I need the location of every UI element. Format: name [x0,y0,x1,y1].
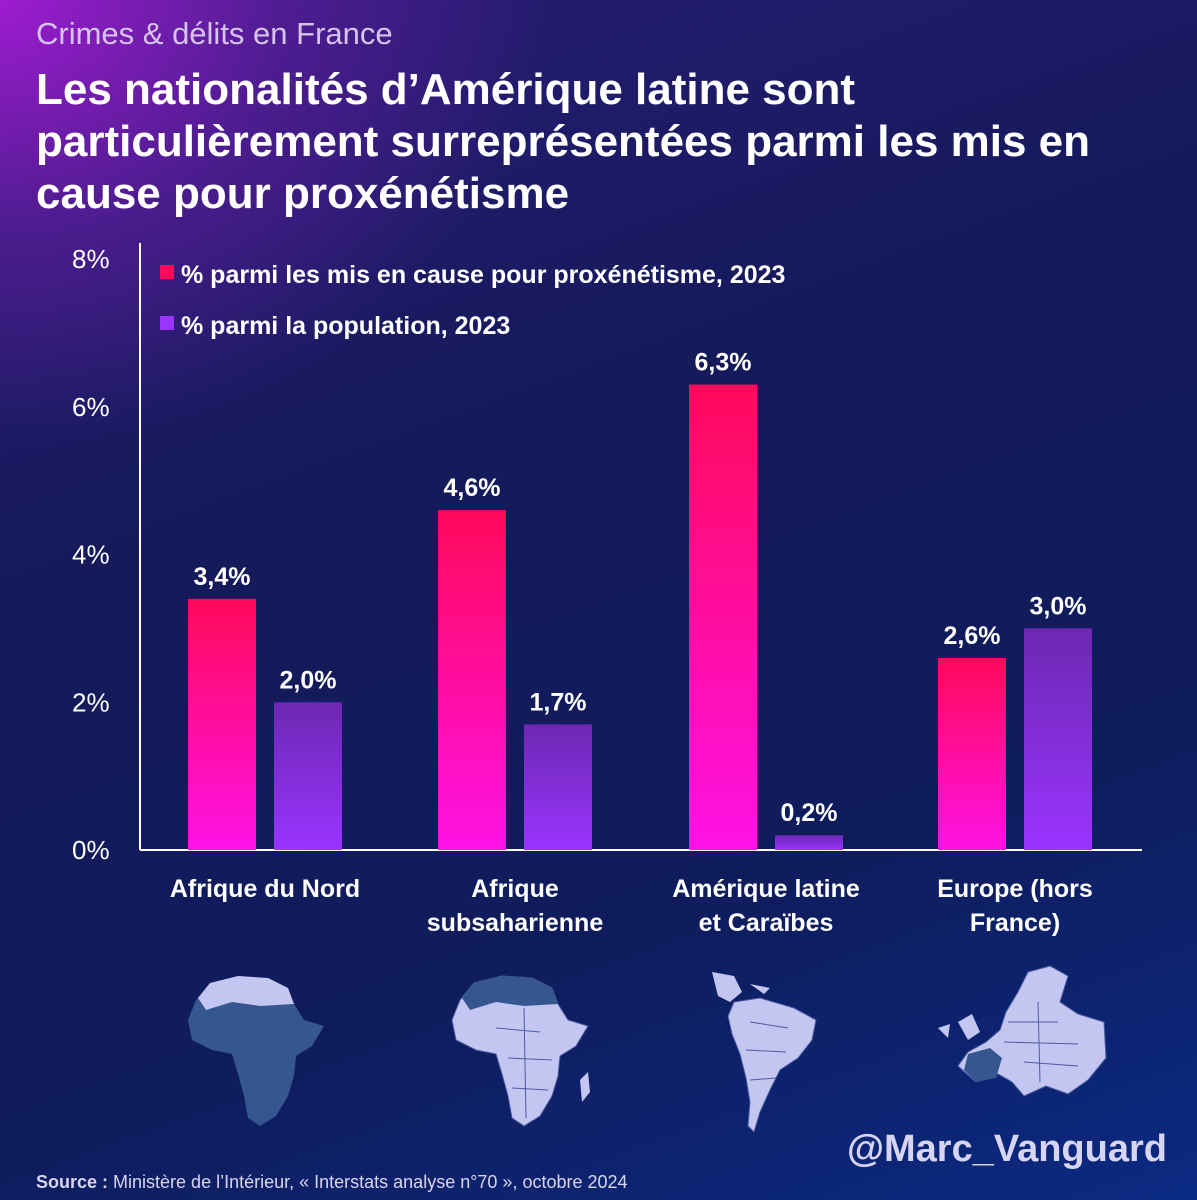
africa-north-map-icon [188,976,324,1126]
source-label: Source : [36,1172,109,1192]
y-tick-label: 8% [72,244,110,274]
bar-population [1024,628,1092,850]
legend-label: % parmi la population, 2023 [181,312,510,340]
page-title: Les nationalités d’Amérique latine sont … [36,65,1091,218]
bar-population [775,835,843,850]
category-label: Amérique latine [672,875,860,903]
category-label: subsaharienne [427,909,604,937]
source-note: Source : Ministère de l’Intérieur, « Int… [36,1172,628,1193]
category-label: France) [970,909,1060,937]
data-label: 4,6% [444,474,501,502]
author-watermark: @Marc_Vanguard [846,1128,1167,1170]
page-subtitle: Crimes & délits en France [36,16,393,51]
bar-population [274,702,342,850]
y-tick-label: 4% [72,540,110,570]
data-label: 2,6% [944,622,1001,650]
bar-mis-en-cause [438,510,506,850]
y-tick-label: 0% [72,835,110,865]
legend-label: % parmi les mis en cause pour proxénétis… [181,261,785,289]
bar-mis-en-cause [689,384,757,850]
bar-mis-en-cause [188,598,256,850]
y-tick-label: 2% [72,687,110,717]
latin-america-map-icon [712,972,817,1133]
data-label: 3,4% [194,563,251,591]
y-tick-label: 6% [72,392,110,422]
data-label: 3,0% [1030,592,1087,620]
europe-map-icon [938,965,1107,1097]
source-text: Ministère de l’Intérieur, « Interstats a… [108,1172,628,1192]
data-label: 2,0% [280,666,337,694]
bar-chart: 0% 2% 4% 6% 8% 3,4% 2,0% Afrique du Nord 4,6% 1,… [72,244,1093,937]
category-label: Afrique [471,875,559,903]
africa-subsaharan-map-icon [451,975,590,1127]
category-label: Afrique du Nord [170,875,360,903]
data-label: 6,3% [695,349,752,377]
legend-swatch-mis-en-cause [160,265,174,279]
category-label: et Caraïbes [699,909,834,937]
bar-population [524,724,592,850]
data-label: 0,2% [781,799,838,827]
category-label: Europe (hors [937,875,1093,903]
data-label: 1,7% [530,688,587,716]
bar-mis-en-cause [938,657,1006,850]
legend-swatch-population [160,316,174,330]
